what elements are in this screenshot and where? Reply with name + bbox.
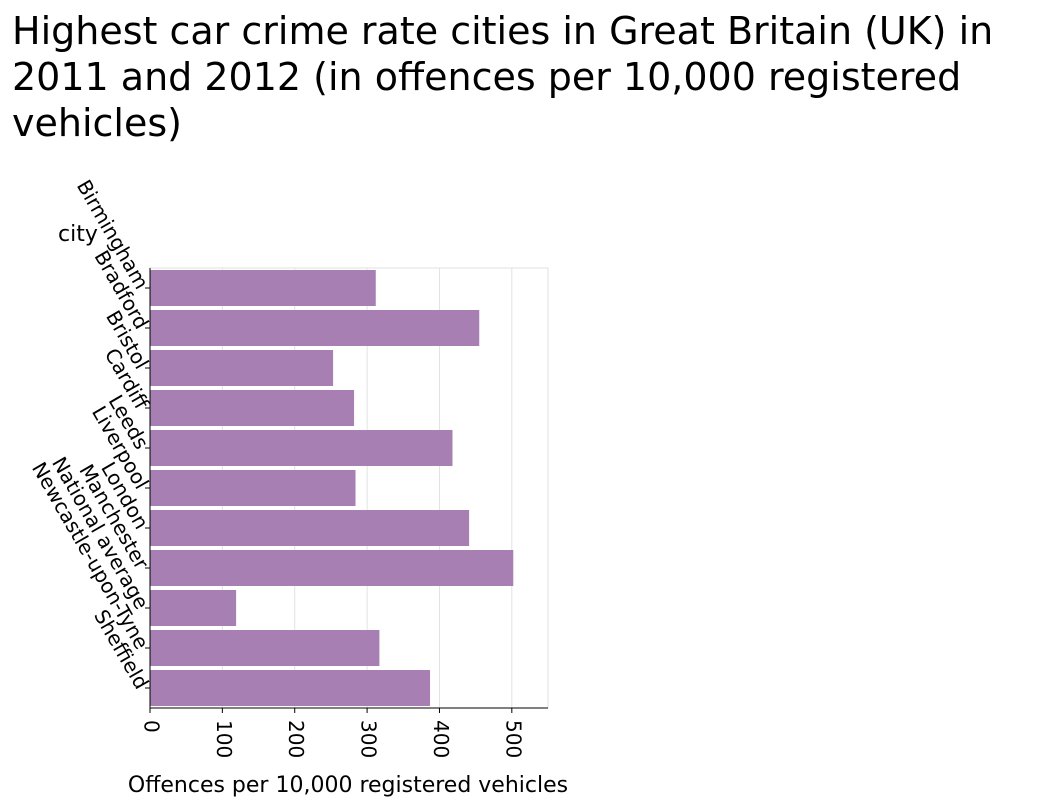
x-tick-label: 200 [284, 720, 308, 758]
bars [150, 270, 514, 706]
bar [150, 390, 355, 426]
x-tick-label: 500 [501, 720, 525, 758]
x-axis-label: Offences per 10,000 registered vehicles [128, 773, 568, 798]
x-tick-label: 300 [357, 720, 381, 758]
bar [150, 510, 470, 546]
x-tick-label: 400 [429, 720, 453, 758]
chart-title: Highest car crime rate cities in Great B… [12, 9, 994, 145]
bar [150, 270, 376, 306]
bar [150, 630, 380, 666]
x-tick-label: 0 [140, 720, 164, 733]
axes [145, 268, 548, 713]
bar [150, 310, 480, 346]
bar [150, 470, 356, 506]
y-axis-label: city [58, 222, 98, 247]
bar [150, 590, 237, 626]
bar [150, 430, 453, 466]
x-tick-label: 100 [212, 720, 236, 758]
bar [150, 550, 514, 586]
bar [150, 670, 431, 706]
y-tick-labels: BirminghamBradfordBristolCardiffLeedsLiv… [27, 176, 154, 694]
x-tick-labels: 0 100 200 300 400 500 [140, 720, 526, 758]
bar [150, 350, 334, 386]
